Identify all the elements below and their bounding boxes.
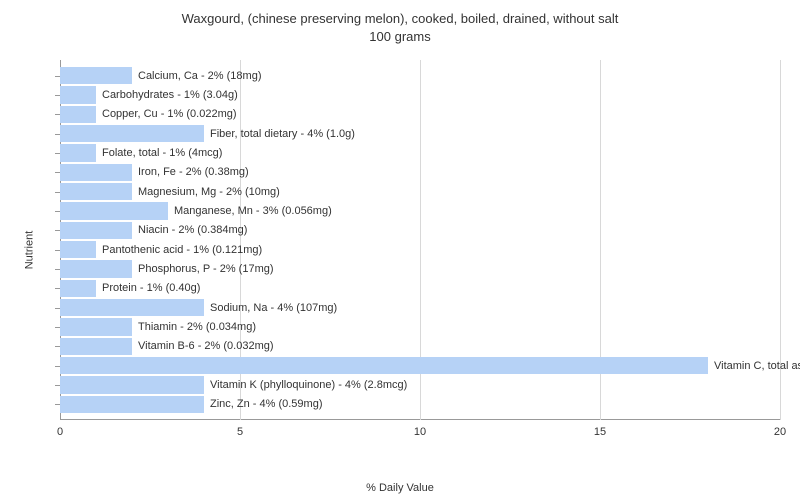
bar-label: Fiber, total dietary - 4% (1.0g) <box>210 128 355 140</box>
bar-row: Fiber, total dietary - 4% (1.0g) <box>60 124 780 143</box>
bar-label: Thiamin - 2% (0.034mg) <box>138 321 256 333</box>
bar-label: Sodium, Na - 4% (107mg) <box>210 302 337 314</box>
bar-label: Phosphorus, P - 2% (17mg) <box>138 263 274 275</box>
bar <box>60 357 708 374</box>
nutrient-chart: Waxgourd, (chinese preserving melon), co… <box>0 0 800 500</box>
bar-label: Vitamin C, total ascorbic acid - 18% (10… <box>714 360 800 372</box>
bar-label: Copper, Cu - 1% (0.022mg) <box>102 108 237 120</box>
bar-row: Niacin - 2% (0.384mg) <box>60 221 780 240</box>
bar-row: Pantothenic acid - 1% (0.121mg) <box>60 240 780 259</box>
bar <box>60 338 132 355</box>
bar <box>60 280 96 297</box>
bar <box>60 318 132 335</box>
chart-title-line2: 100 grams <box>369 29 430 44</box>
bars-container: Calcium, Ca - 2% (18mg) Carbohydrates - 1… <box>60 66 780 414</box>
plot-area: 05101520 Calcium, Ca - 2% (18mg)Carbohyd… <box>60 60 780 450</box>
x-tick-label: 15 <box>594 426 606 438</box>
bar-label: Vitamin B-6 - 2% (0.032mg) <box>138 340 274 352</box>
bar-row: Iron, Fe - 2% (0.38mg) <box>60 163 780 182</box>
bar <box>60 222 132 239</box>
y-axis-label: Nutrient <box>23 231 35 270</box>
chart-title: Waxgourd, (chinese preserving melon), co… <box>0 0 800 45</box>
bar-row: Magnesium, Mg - 2% (10mg) <box>60 182 780 201</box>
bar <box>60 144 96 161</box>
bar <box>60 396 204 413</box>
bar-label: Zinc, Zn - 4% (0.59mg) <box>210 398 322 410</box>
bar-row: Manganese, Mn - 3% (0.056mg) <box>60 201 780 220</box>
bar-row: Phosphorus, P - 2% (17mg) <box>60 259 780 278</box>
bar-row: Calcium, Ca - 2% (18mg) <box>60 66 780 85</box>
bar-label: Manganese, Mn - 3% (0.056mg) <box>174 205 332 217</box>
bar-label: Calcium, Ca - 2% (18mg) <box>138 70 261 82</box>
bar <box>60 299 204 316</box>
chart-title-line1: Waxgourd, (chinese preserving melon), co… <box>182 11 619 26</box>
x-tick-label: 20 <box>774 426 786 438</box>
bar-row: Vitamin B-6 - 2% (0.032mg) <box>60 337 780 356</box>
bar-label: Pantothenic acid - 1% (0.121mg) <box>102 244 262 256</box>
bar-label: Protein - 1% (0.40g) <box>102 282 200 294</box>
bar <box>60 376 204 393</box>
bar-label: Carbohydrates - 1% (3.04g) <box>102 89 238 101</box>
bar-row: Thiamin - 2% (0.034mg) <box>60 317 780 336</box>
bar <box>60 106 96 123</box>
bar-row: Protein - 1% (0.40g) <box>60 279 780 298</box>
bar-row: Zinc, Zn - 4% (0.59mg) <box>60 395 780 414</box>
bar-row: Carbohydrates - 1% (3.04g) <box>60 85 780 104</box>
bar-label: Iron, Fe - 2% (0.38mg) <box>138 166 249 178</box>
bar-row: Copper, Cu - 1% (0.022mg) <box>60 105 780 124</box>
bar <box>60 241 96 258</box>
x-tick-label: 0 <box>57 426 63 438</box>
bar <box>60 125 204 142</box>
x-axis-label: % Daily Value <box>0 482 800 494</box>
bar-label: Niacin - 2% (0.384mg) <box>138 224 247 236</box>
bar <box>60 86 96 103</box>
bar-label: Folate, total - 1% (4mcg) <box>102 147 222 159</box>
bar <box>60 202 168 219</box>
bar-row: Vitamin K (phylloquinone) - 4% (2.8mcg) <box>60 375 780 394</box>
bar <box>60 260 132 277</box>
bar-row: Sodium, Na - 4% (107mg) <box>60 298 780 317</box>
bar-label: Magnesium, Mg - 2% (10mg) <box>138 186 280 198</box>
bar <box>60 67 132 84</box>
x-tick-label: 10 <box>414 426 426 438</box>
bar-row: Vitamin C, total ascorbic acid - 18% (10… <box>60 356 780 375</box>
bar <box>60 164 132 181</box>
x-tick-label: 5 <box>237 426 243 438</box>
bar <box>60 183 132 200</box>
bar-label: Vitamin K (phylloquinone) - 4% (2.8mcg) <box>210 379 407 391</box>
bar-row: Folate, total - 1% (4mcg) <box>60 143 780 162</box>
